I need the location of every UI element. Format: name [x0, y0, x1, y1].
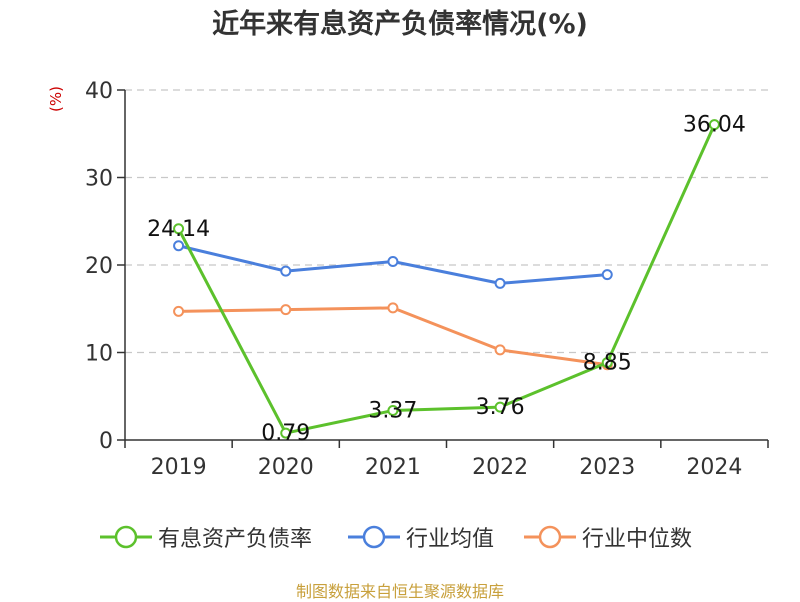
data-point	[601, 269, 613, 281]
data-point	[173, 305, 185, 317]
data-label: 3.76	[476, 395, 525, 420]
y-tick-label: 0	[99, 429, 113, 454]
data-label: 36.04	[683, 113, 746, 138]
legend: 有息资产负债率 行业均值 行业中位数	[0, 519, 800, 555]
x-tick-label: 2021	[365, 455, 421, 480]
data-point	[494, 277, 506, 289]
series-line	[178, 306, 608, 367]
data-point	[708, 119, 720, 131]
data-labels: 24.14 0.79 3.37 3.76 8.85 36.04	[147, 113, 746, 446]
x-tick-label: 2024	[686, 455, 742, 480]
data-point	[387, 302, 399, 314]
y-tick-label: 10	[85, 342, 113, 367]
axes: 0 10 20 30 40 2019 2020 2021 2022 2023 2024	[85, 79, 769, 480]
data-label: 8.85	[583, 351, 632, 376]
legend-item[interactable]: 有息资产负债率	[100, 519, 312, 555]
x-tick-label: 2020	[258, 455, 314, 480]
data-point	[387, 405, 399, 417]
legend-marker-icon	[100, 525, 152, 549]
data-point	[280, 265, 292, 277]
y-tick-label: 30	[85, 167, 113, 192]
data-label: 3.37	[368, 399, 417, 424]
data-label: 24.14	[147, 217, 210, 242]
legend-item[interactable]: 行业中位数	[524, 519, 692, 555]
series-line	[177, 124, 716, 435]
legend-label: 行业均值	[406, 527, 495, 552]
source-note: 制图数据来自恒生聚源数据库	[295, 582, 504, 601]
y-tick-label: 20	[85, 254, 113, 279]
legend-label: 有息资产负债率	[158, 527, 313, 552]
data-point	[173, 223, 185, 235]
legend-marker-icon	[524, 525, 576, 549]
data-label: 0.79	[261, 421, 310, 446]
legend-marker-icon	[348, 525, 400, 549]
series-lines	[173, 119, 720, 439]
chart-title: 近年来有息资产负债率情况(%)	[212, 9, 588, 40]
y-tick-label: 40	[85, 79, 113, 104]
data-point	[601, 357, 613, 369]
data-point	[173, 240, 185, 252]
data-point	[280, 304, 292, 316]
x-tick-label: 2019	[151, 455, 207, 480]
data-point	[494, 344, 506, 356]
legend-label: 行业中位数	[582, 527, 693, 552]
data-point	[280, 427, 292, 439]
x-tick-label: 2022	[472, 455, 528, 480]
legend-item[interactable]: 行业均值	[348, 519, 494, 555]
data-point	[387, 256, 399, 267]
x-tick-label: 2023	[579, 455, 635, 480]
data-point	[494, 401, 506, 413]
